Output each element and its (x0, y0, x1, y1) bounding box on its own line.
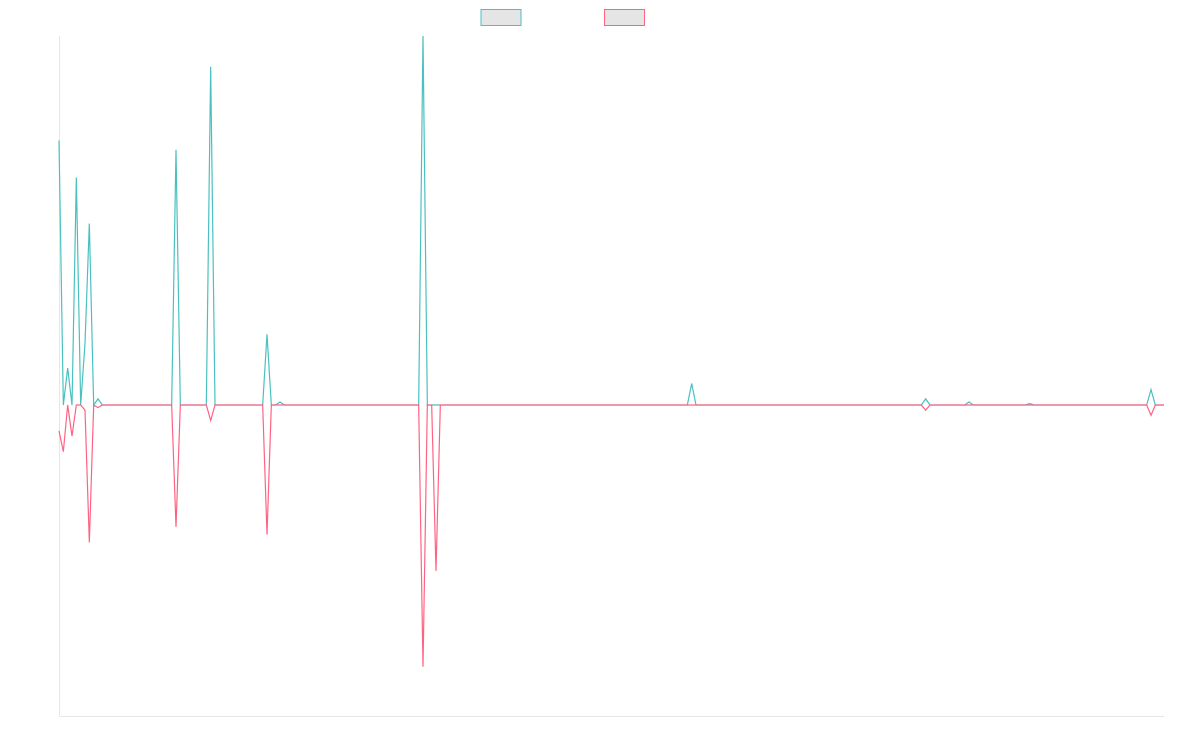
legend-swatch-series-1[interactable] (480, 9, 522, 26)
series-line-2 (58, 403, 1164, 667)
legend[interactable] (480, 9, 645, 26)
series-layer (58, 35, 1164, 667)
series-line-1 (58, 35, 1164, 407)
legend-swatch-series-2[interactable] (604, 9, 645, 26)
